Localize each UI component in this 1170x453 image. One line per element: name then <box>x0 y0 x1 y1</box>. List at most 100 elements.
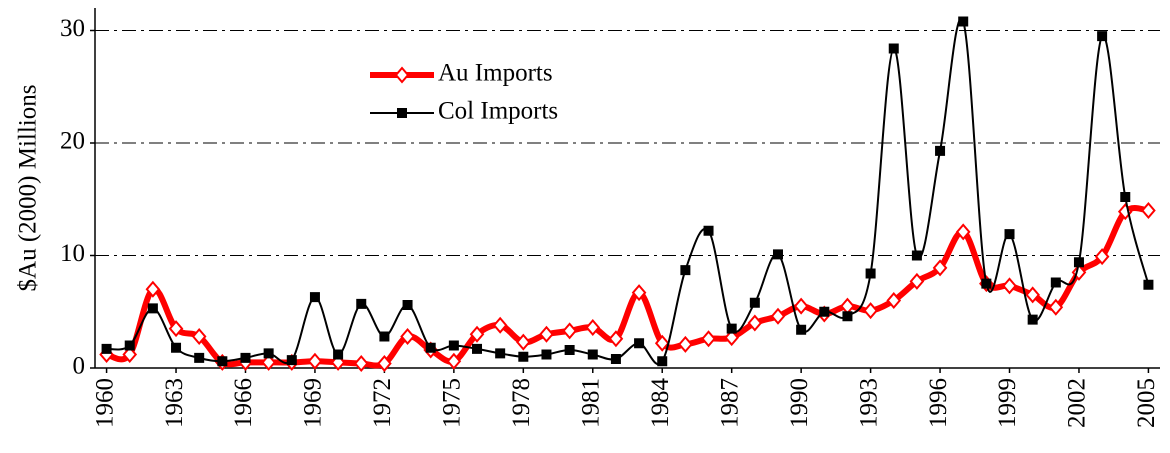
data-point <box>448 340 459 351</box>
data-point <box>1048 298 1064 316</box>
data-point <box>469 325 485 343</box>
data-point <box>124 340 135 351</box>
data-point <box>168 320 184 338</box>
data-point <box>145 280 161 298</box>
data-point <box>1094 248 1110 266</box>
x-tick-label: 1993 <box>855 378 882 428</box>
data-point <box>1097 31 1108 42</box>
data-point <box>610 354 621 364</box>
y-axis-label: $Au (2000) Millions <box>15 85 42 292</box>
data-point <box>472 343 483 354</box>
data-point <box>654 334 670 352</box>
data-point <box>333 349 344 360</box>
data-point <box>1120 192 1131 202</box>
legend-label: Au Imports <box>438 60 553 87</box>
data-point <box>981 278 992 289</box>
data-point <box>680 265 691 276</box>
data-point <box>1143 279 1154 290</box>
y-tick-label: 0 <box>73 353 86 380</box>
data-point <box>562 322 577 340</box>
data-point <box>263 348 274 359</box>
data-point <box>309 292 320 303</box>
data-point <box>1050 277 1061 288</box>
data-point <box>863 302 878 320</box>
data-point <box>909 272 925 290</box>
data-point <box>770 307 786 325</box>
data-point <box>400 327 415 346</box>
x-tick-label: 1990 <box>786 378 813 428</box>
data-point <box>1073 257 1084 268</box>
data-point <box>587 349 598 360</box>
data-point <box>1025 286 1040 304</box>
data-point <box>703 225 714 236</box>
data-point <box>171 342 182 353</box>
data-point <box>657 356 668 367</box>
data-point <box>772 249 783 260</box>
data-point <box>379 331 390 342</box>
data-point <box>564 345 575 355</box>
data-point <box>147 303 158 314</box>
data-point <box>724 329 740 347</box>
x-tick-label: 2002 <box>1064 378 1091 428</box>
y-tick-label: 10 <box>60 240 85 267</box>
series-line <box>105 204 1149 369</box>
x-tick-label: 1963 <box>161 378 188 428</box>
data-point <box>631 284 647 302</box>
data-point <box>955 223 971 241</box>
data-point <box>886 291 902 310</box>
data-point <box>122 345 138 364</box>
data-point <box>793 297 809 315</box>
data-point <box>492 316 508 334</box>
data-point <box>261 353 276 371</box>
legend-label: Col Imports <box>438 98 558 125</box>
x-tick-label: 1978 <box>508 378 535 428</box>
data-point <box>402 300 413 310</box>
data-point <box>958 16 969 27</box>
data-point <box>747 314 763 332</box>
data-point <box>911 250 922 261</box>
data-point <box>842 311 853 322</box>
x-tick-label: 1981 <box>578 378 605 428</box>
data-point <box>101 343 112 354</box>
x-tick-label: 1960 <box>91 378 118 428</box>
data-point <box>1004 229 1015 240</box>
data-point <box>541 349 552 360</box>
data-point <box>634 338 645 349</box>
x-tick-label: 1966 <box>230 378 257 428</box>
data-point <box>726 323 737 334</box>
data-point <box>935 145 946 156</box>
data-point <box>518 351 529 362</box>
data-point <box>495 348 506 359</box>
data-point <box>539 325 554 343</box>
x-tick-label: 1972 <box>369 378 396 428</box>
x-tick-label: 1999 <box>994 378 1021 428</box>
x-tick-label: 1975 <box>439 378 466 428</box>
y-tick-label: 30 <box>60 15 85 42</box>
x-tick-label: 1987 <box>716 378 743 428</box>
data-point <box>191 327 207 346</box>
legend-marker <box>397 108 407 118</box>
legend-marker <box>394 66 410 84</box>
data-point <box>585 318 601 337</box>
data-point <box>194 352 205 363</box>
data-point <box>865 268 876 279</box>
data-point <box>840 297 855 315</box>
data-point <box>446 352 462 370</box>
data-point <box>240 352 251 363</box>
x-tick-label: 1996 <box>925 378 952 428</box>
x-tick-label: 1969 <box>300 378 327 428</box>
data-point <box>932 259 948 277</box>
data-point <box>749 297 760 308</box>
y-tick-label: 20 <box>60 128 85 155</box>
series-line <box>106 17 1150 365</box>
x-tick-label: 1984 <box>647 378 674 429</box>
data-point <box>819 306 830 317</box>
data-point <box>377 354 392 373</box>
data-point <box>515 333 531 351</box>
data-point <box>701 330 716 348</box>
data-point <box>608 330 624 348</box>
data-point <box>425 342 436 353</box>
data-point <box>1141 201 1156 220</box>
data-point <box>796 324 807 335</box>
